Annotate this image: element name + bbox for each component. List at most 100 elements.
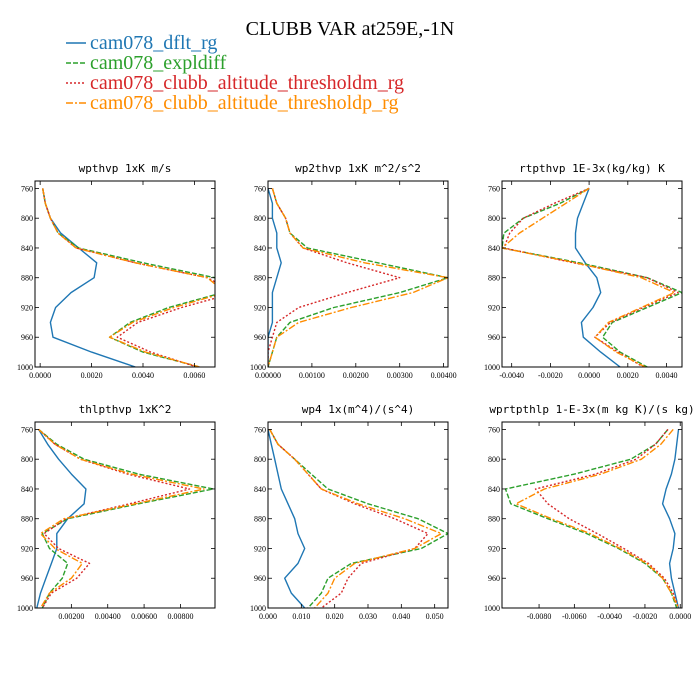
- series-line-4: [42, 188, 215, 367]
- legend: cam078_dflt_rgcam078_expldiffcam078_club…: [66, 32, 404, 114]
- y-tick-label: 1000: [17, 363, 33, 372]
- series-line-4: [38, 428, 205, 608]
- series-line-4: [269, 429, 442, 608]
- x-tick-label: -0.0080: [527, 612, 552, 621]
- panels: wpthvp 1xK m/s76080084088092096010000.00…: [17, 162, 695, 621]
- series-line-3: [269, 429, 429, 608]
- y-tick-label: 800: [488, 214, 500, 223]
- x-tick-label: -0.0040: [597, 612, 622, 621]
- plot-frame: [34, 180, 216, 368]
- x-tick-label: 0.010: [292, 612, 310, 621]
- y-tick-label: 920: [254, 544, 266, 553]
- y-tick-label: 840: [21, 485, 33, 494]
- y-tick-label: 800: [254, 214, 266, 223]
- series-group: [36, 428, 214, 608]
- series-line-4: [268, 188, 448, 367]
- x-tick-label: 0.00400: [95, 612, 121, 621]
- y-tick-label: 920: [488, 303, 500, 312]
- y-tick-label: 840: [21, 244, 33, 253]
- x-tick-label: 0.0020: [81, 371, 103, 380]
- panel-3: rtpthvp 1E-3x(kg/kg) K 760 800 840 880 920 960…: [484, 162, 683, 380]
- legend-label: cam078_expldiff: [90, 52, 227, 74]
- y-tick-label: 960: [254, 333, 266, 342]
- panel-title: wp4 1x(m^4)/(s^4): [302, 403, 415, 416]
- series-line-1: [661, 429, 680, 608]
- y-tick-label: 840: [488, 485, 500, 494]
- y-tick-label: 880: [21, 515, 33, 524]
- y-tick-label: 920: [488, 544, 500, 553]
- y-tick-label: 960: [254, 574, 266, 583]
- series-line-4: [515, 428, 680, 608]
- y-tick-label: 960: [488, 574, 500, 583]
- x-tick-label: -0.0020: [538, 371, 563, 380]
- panel-1: wpthvp 1xK m/s76080084088092096010000.00…: [17, 162, 216, 380]
- y-tick-label: 760: [21, 425, 33, 434]
- series-line-2: [42, 188, 215, 367]
- x-tick-label: -0.0020: [633, 612, 658, 621]
- y-tick-label: 880: [254, 515, 266, 524]
- y-tick-label: 760: [254, 184, 266, 193]
- x-tick-label: 0.0000: [29, 371, 51, 380]
- x-tick-label: -0.0040: [499, 371, 524, 380]
- y-tick-label: 760: [21, 184, 33, 193]
- y-tick-label: 800: [21, 214, 33, 223]
- plot-frame: [501, 180, 683, 368]
- y-tick-label: 920: [21, 544, 33, 553]
- y-tick-label: 760: [254, 425, 266, 434]
- x-tick-label: 0.030: [359, 612, 377, 621]
- series-group: [504, 428, 680, 608]
- y-tick-label: 880: [488, 274, 500, 283]
- y-tick-label: 840: [254, 485, 266, 494]
- y-tick-label: 1000: [484, 604, 500, 613]
- y-tick-label: 760: [488, 184, 500, 193]
- y-tick-label: 800: [254, 455, 266, 464]
- x-tick-label: 0.0000: [669, 612, 691, 621]
- plot-frame: [501, 421, 683, 609]
- panel-title: wprtpthlp 1-E-3x(m kg K)/(s kg): [489, 403, 694, 416]
- legend-label: cam078_dflt_rg: [90, 32, 217, 54]
- y-tick-label: 920: [21, 303, 33, 312]
- y-tick-label: 1000: [250, 604, 266, 613]
- x-tick-label: 0.00400: [431, 371, 457, 380]
- legend-label: cam078_clubb_altitude_thresholdp_rg: [90, 92, 398, 114]
- figure-title: CLUBB VAR at259E,-1N: [246, 18, 455, 40]
- panel-title: rtpthvp 1E-3x(kg/kg) K: [519, 162, 665, 175]
- series-line-2: [504, 428, 678, 608]
- y-tick-label: 1000: [484, 363, 500, 372]
- series-group: [268, 188, 448, 367]
- series-group: [42, 188, 215, 367]
- series-group: [502, 187, 682, 367]
- x-tick-label: 0.0000: [578, 371, 600, 380]
- legend-entry: cam078_dflt_rg: [66, 32, 217, 54]
- x-tick-label: -0.0060: [562, 612, 587, 621]
- series-line-4: [502, 187, 675, 367]
- x-tick-label: 0.00800: [167, 612, 193, 621]
- x-tick-label: 0.050: [426, 612, 444, 621]
- panel-title: wp2thvp 1xK m^2/s^2: [295, 162, 421, 175]
- y-tick-label: 880: [254, 274, 266, 283]
- x-tick-label: 0.0060: [183, 371, 205, 380]
- x-tick-label: 0.00200: [58, 612, 84, 621]
- legend-entry: cam078_clubb_altitude_thresholdp_rg: [66, 92, 398, 114]
- y-tick-label: 760: [488, 425, 500, 434]
- series-group: [268, 429, 448, 608]
- legend-entry: cam078_clubb_altitude_thresholdm_rg: [66, 72, 404, 94]
- x-tick-label: 0.0040: [132, 371, 154, 380]
- series-line-3: [268, 188, 401, 367]
- x-tick-label: 0.00300: [387, 371, 413, 380]
- series-line-3: [503, 187, 679, 367]
- series-line-1: [36, 429, 87, 608]
- series-line-1: [268, 429, 306, 608]
- series-line-1: [42, 188, 136, 367]
- panel-2: wp2thvp 1xK m^2/s^2 760 800 840 880 920 960 100…: [250, 162, 457, 380]
- series-line-1: [574, 188, 621, 367]
- y-tick-label: 1000: [250, 363, 266, 372]
- panel-6: wprtpthlp 1-E-3x(m kg K)/(s kg) 760 800 840…: [484, 403, 695, 621]
- legend-entry: cam078_expldiff: [66, 52, 227, 74]
- panel-title: wpthvp 1xK m/s: [79, 162, 172, 175]
- y-tick-label: 840: [488, 244, 500, 253]
- y-tick-label: 880: [488, 515, 500, 524]
- series-line-2: [38, 428, 214, 608]
- series-line-3: [38, 428, 191, 608]
